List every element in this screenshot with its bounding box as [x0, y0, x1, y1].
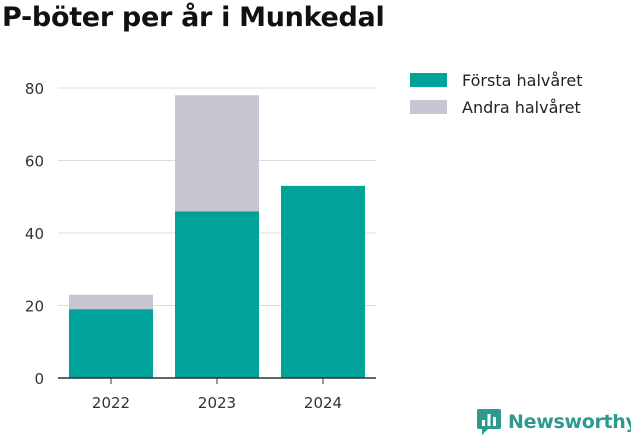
bar-first-half-2023: [175, 211, 259, 378]
x-tick-label: 2023: [198, 394, 236, 412]
legend-swatch-second-half: [410, 100, 447, 114]
legend-label-second-half: Andra halvåret: [462, 97, 581, 117]
newsworthy-logo-icon: [477, 409, 501, 435]
x-tick-label: 2024: [304, 394, 342, 412]
bar-first-half-2024: [281, 185, 365, 378]
brand-name: Newsworthy: [508, 411, 631, 433]
chart-title: P-böter per år i Munkedal: [2, 2, 385, 33]
legend-item-first-half: Första halvåret: [410, 70, 583, 90]
brand-logo: Newsworthy: [476, 408, 631, 436]
bar-second-half-2022: [69, 294, 153, 310]
legend-swatch-first-half: [410, 73, 447, 87]
legend-label-first-half: Första halvåret: [462, 70, 583, 90]
legend: Första halvåret Andra halvåret: [410, 70, 583, 124]
y-tick-label: 80: [25, 80, 44, 98]
legend-item-second-half: Andra halvåret: [410, 97, 583, 117]
y-tick-label: 40: [25, 225, 44, 243]
y-tick-label: 0: [34, 370, 44, 388]
y-tick-label: 20: [25, 298, 44, 316]
y-tick-label: 60: [25, 153, 44, 171]
bar-first-half-2022: [69, 309, 153, 378]
bar-second-half-2023: [175, 95, 259, 212]
x-tick-label: 2022: [92, 394, 130, 412]
